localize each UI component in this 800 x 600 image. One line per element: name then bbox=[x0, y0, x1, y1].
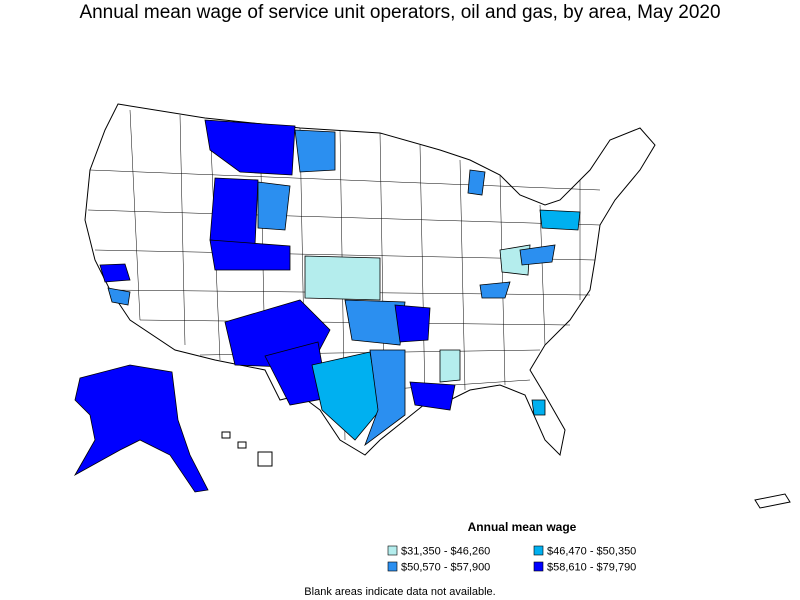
area-oklahoma bbox=[344, 299, 406, 346]
legend-label: $58,610 - $79,790 bbox=[547, 562, 636, 574]
map-title: Annual mean wage of service unit operato… bbox=[79, 2, 720, 23]
legend-label: $31,350 - $46,260 bbox=[401, 546, 490, 558]
area-wyoming-east bbox=[257, 181, 291, 231]
area-florida bbox=[531, 399, 546, 416]
puerto-rico bbox=[754, 493, 791, 509]
hawaii-island-2 bbox=[237, 441, 247, 449]
hawaii-island-3 bbox=[257, 451, 273, 467]
area-wyoming-west bbox=[209, 177, 259, 246]
legend-swatch bbox=[387, 561, 398, 572]
footnote: Blank areas indicate data not available. bbox=[304, 586, 495, 598]
area-alaska bbox=[73, 364, 209, 493]
area-oklahoma-east bbox=[394, 304, 431, 343]
legend-items: $31,350 - $46,260 $46,470 - $50,350 $50,57… bbox=[387, 545, 636, 574]
legend-label: $46,470 - $50,350 bbox=[547, 546, 636, 558]
hawaii-island-1 bbox=[221, 431, 231, 439]
legend-label: $50,570 - $57,900 bbox=[401, 562, 490, 574]
area-mississippi bbox=[439, 349, 461, 383]
area-louisiana bbox=[409, 381, 456, 411]
area-kentucky bbox=[479, 281, 511, 299]
area-east-texas bbox=[364, 349, 406, 447]
area-central-texas bbox=[311, 351, 381, 441]
area-kansas bbox=[304, 255, 381, 301]
area-michigan bbox=[467, 169, 486, 196]
area-california-south bbox=[107, 287, 131, 306]
area-west-virginia bbox=[519, 244, 556, 266]
area-colorado-utah bbox=[209, 239, 291, 271]
legend-swatch bbox=[533, 561, 544, 572]
area-pennsylvania bbox=[539, 209, 581, 231]
legend-swatch bbox=[387, 545, 398, 556]
area-california-north bbox=[99, 263, 131, 283]
area-north-dakota bbox=[294, 129, 336, 173]
legend-swatch bbox=[533, 545, 544, 556]
legend: Annual mean wage $31,350 - $46,260 $46,47… bbox=[387, 520, 636, 574]
map bbox=[73, 103, 791, 509]
area-montana bbox=[204, 119, 296, 176]
legend-title: Annual mean wage bbox=[468, 520, 577, 534]
